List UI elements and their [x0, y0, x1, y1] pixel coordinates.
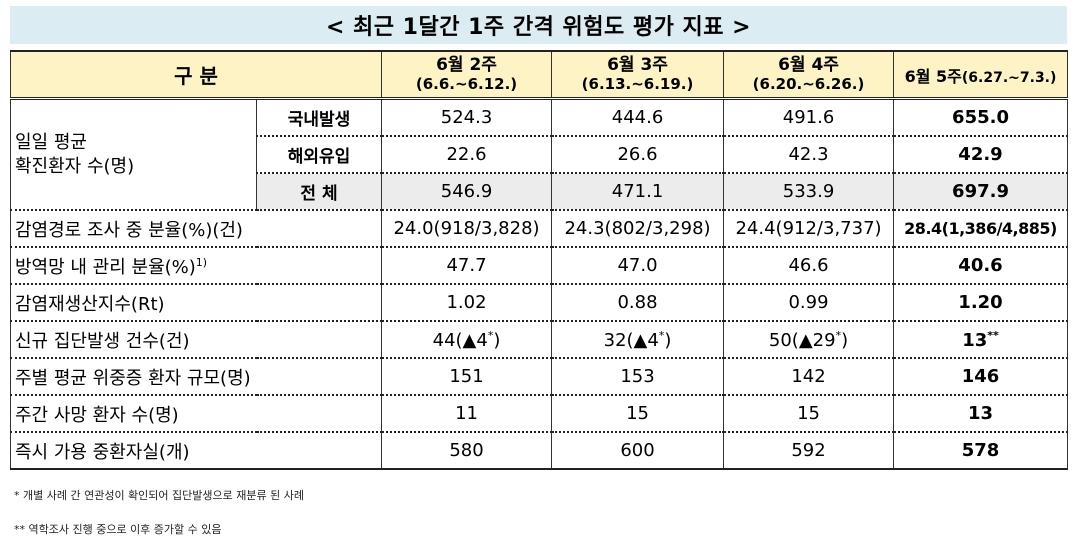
week-label: 6월 5주	[904, 66, 962, 86]
cell-value: 22.6	[381, 135, 553, 174]
cell-value: 44(▲4*)	[381, 320, 553, 359]
cell-value: 40.6	[893, 246, 1069, 285]
table-row: 주별 평균 위중증 환자 규모(명) 151 153 142 146	[9, 357, 1069, 396]
header-week-2: 6월 3주 (6.13.~6.19.)	[551, 50, 725, 100]
cell-value: 0.88	[551, 283, 725, 322]
row-label-text: 방역망 내 관리 분율(%)	[15, 256, 196, 278]
cell-value: 533.9	[723, 172, 895, 211]
cell-text: 32(▲4	[603, 329, 659, 351]
row-sublabel: 국내발생	[255, 97, 383, 137]
cell-value: 471.1	[551, 172, 725, 211]
header-week-3: 6월 4주 (6.20.~6.26.)	[723, 50, 895, 100]
cell-value: 13	[893, 394, 1069, 433]
row-label: 주간 사망 환자 수(명)	[9, 394, 383, 433]
row-label: 감염경로 조사 중 분율(%)(건)	[9, 209, 383, 248]
week-label: 6월 4주	[778, 54, 839, 75]
cell-value: 24.0(918/3,828)	[381, 209, 553, 248]
cell-value: 524.3	[381, 97, 553, 137]
header-row: 구 분 6월 2주 (6.6.~6.12.) 6월 3주 (6.13.~6.19…	[9, 50, 1069, 100]
cell-closer: )	[493, 329, 501, 351]
row-label: 방역망 내 관리 분율(%)1)	[9, 246, 383, 285]
table-row: 전 체 546.9 471.1 533.9 697.9	[11, 172, 1069, 211]
footnote-mark: *	[835, 328, 842, 342]
cell-value: 578	[893, 431, 1069, 470]
cell-value: 42.3	[723, 135, 895, 174]
week-dates: (6.13.~6.19.)	[581, 74, 694, 93]
week-dates: (6.6.~6.12.)	[415, 74, 518, 93]
cell-value: 46.6	[723, 246, 895, 285]
cell-value: 153	[551, 357, 725, 396]
week-label: 6월 2주	[436, 54, 497, 75]
cell-text: 13	[962, 329, 988, 351]
cell-value: 697.9	[893, 172, 1069, 211]
cell-value: 13**	[893, 320, 1069, 359]
row-label: 감염재생산지수(Rt)	[9, 283, 383, 322]
cell-text: 44(▲4	[432, 329, 488, 351]
cell-value: 26.6	[551, 135, 725, 174]
cell-text: 50(▲29	[768, 329, 836, 351]
table-row: 즉시 가용 중환자실(개) 580 600 592 578	[9, 431, 1069, 470]
cell-closer: )	[841, 329, 849, 351]
cell-value: 592	[723, 431, 895, 470]
header-week-4: 6월 5주(6.27.~7.3.)	[893, 50, 1069, 100]
cell-closer: )	[664, 329, 672, 351]
header-category: 구 분	[9, 50, 383, 100]
cell-value: 24.3(802/3,298)	[551, 209, 725, 248]
week-dates: (6.20.~6.26.)	[752, 74, 865, 93]
cell-value: 32(▲4*)	[551, 320, 725, 359]
cell-value: 151	[381, 357, 553, 396]
cell-value: 600	[551, 431, 725, 470]
footnote-1: * 개별 사례 간 연관성이 확인되어 집단발생으로 재분류 된 사례	[14, 489, 304, 502]
cell-value: 11	[381, 394, 553, 433]
daily-group-label: 일일 평균 확진환자 수(명)	[10, 97, 257, 211]
cell-value: 546.9	[381, 172, 553, 211]
table-row: 방역망 내 관리 분율(%)1) 47.7 47.0 46.6 40.6	[9, 246, 1069, 285]
cell-value: 42.9	[893, 135, 1069, 174]
row-sublabel: 해외유입	[255, 135, 383, 174]
footnote-mark: *	[487, 328, 494, 342]
cell-value: 0.99	[723, 283, 895, 322]
cell-value: 142	[723, 357, 895, 396]
row-label: 즉시 가용 중환자실(개)	[9, 431, 383, 470]
cell-value: 146	[893, 357, 1069, 396]
cell-value: 50(▲29*)	[723, 320, 895, 359]
cell-value: 15	[551, 394, 725, 433]
row-label: 신규 집단발생 건수(건)	[9, 320, 383, 359]
table-row: 감염재생산지수(Rt) 1.02 0.88 0.99 1.20	[9, 283, 1069, 322]
footnote-2: ** 역학조사 진행 중으로 이후 증가할 수 있음	[14, 523, 222, 536]
table-row: 주간 사망 환자 수(명) 11 15 15 13	[9, 394, 1069, 433]
cell-value: 580	[381, 431, 553, 470]
cell-value: 47.7	[381, 246, 553, 285]
header-week-1: 6월 2주 (6.6.~6.12.)	[381, 50, 553, 100]
table-row: 감염경로 조사 중 분율(%)(건) 24.0(918/3,828) 24.3(…	[9, 209, 1069, 248]
table-row: 해외유입 22.6 26.6 42.3 42.9	[11, 135, 1069, 174]
cell-value: 47.0	[551, 246, 725, 285]
cell-value: 24.4(912/3,737)	[723, 209, 895, 248]
table-row: 일일 평균 확진환자 수(명) 국내발생 524.3 444.6 491.6 6…	[10, 97, 1069, 211]
table-row: 신규 집단발생 건수(건) 44(▲4*) 32(▲4*) 50(▲29*) 1…	[9, 320, 1069, 359]
footnote-ref: 1)	[195, 255, 208, 269]
cell-value: 28.4(1,386/4,885)	[893, 209, 1069, 248]
row-label: 주별 평균 위중증 환자 규모(명)	[9, 357, 383, 396]
cell-value: 444.6	[551, 97, 725, 137]
week-dates: (6.27.~7.3.)	[961, 69, 1057, 86]
cell-value: 15	[723, 394, 895, 433]
risk-indicator-table: 구 분 6월 2주 (6.6.~6.12.) 6월 3주 (6.13.~6.19…	[9, 50, 1069, 470]
table-title: < 최근 1달간 1주 간격 위험도 평가 지표 >	[10, 6, 1067, 44]
row-sublabel: 전 체	[255, 172, 383, 211]
cell-value: 1.20	[893, 283, 1069, 322]
footnote-mark: **	[987, 328, 999, 342]
footnote-mark: *	[658, 328, 665, 342]
week-label: 6월 3주	[607, 54, 668, 75]
cell-value: 1.02	[381, 283, 553, 322]
cell-value: 655.0	[893, 97, 1069, 137]
cell-value: 491.6	[723, 97, 895, 137]
